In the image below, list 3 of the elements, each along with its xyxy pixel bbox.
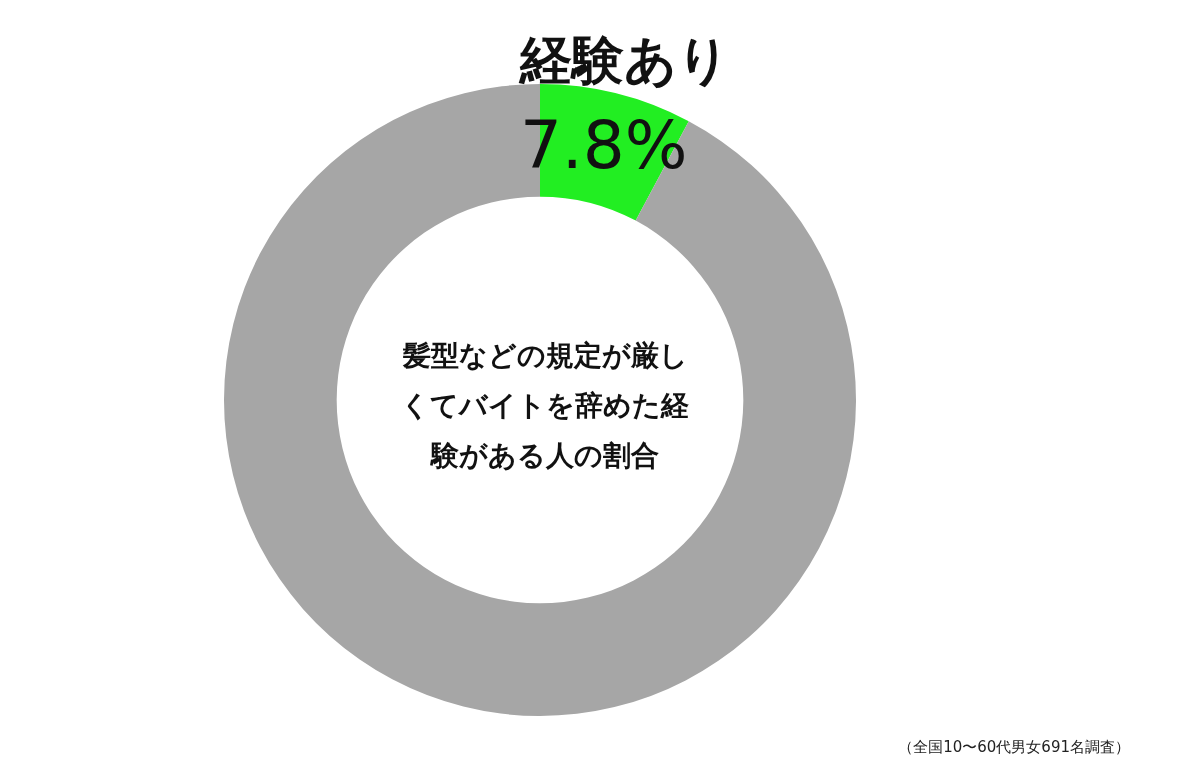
text: 髪型などの規定が厳しくてバイトを辞めた経験がある人の割合 bbox=[401, 338, 689, 472]
text: （全国10〜60代男女691名調査） bbox=[898, 737, 1131, 756]
slice-label: 経験あり bbox=[517, 30, 730, 91]
